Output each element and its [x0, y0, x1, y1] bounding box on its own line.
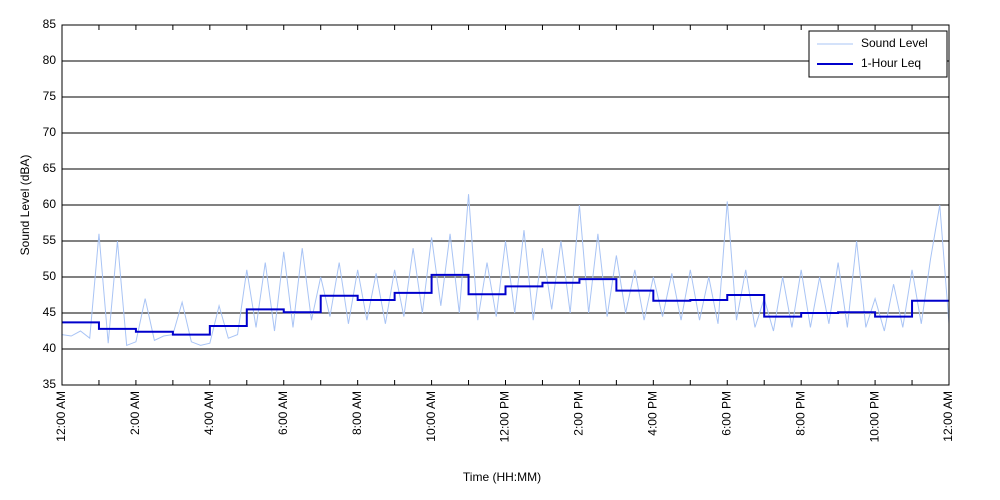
x-tick-label: 12:00 PM — [498, 391, 512, 442]
x-tick-label: 2:00 PM — [572, 391, 586, 436]
x-tick-label: 6:00 PM — [719, 391, 733, 436]
legend-label: Sound Level — [861, 36, 928, 50]
y-tick-label: 60 — [43, 197, 57, 211]
data-line — [61, 194, 950, 347]
x-tick-label: 2:00 AM — [128, 391, 142, 435]
y-axis-label: Sound Level (dBA) — [18, 155, 32, 256]
y-tick-label: 55 — [43, 233, 57, 247]
x-tick-label: 4:00 PM — [646, 391, 660, 436]
x-tick-label: 12:00 AM — [54, 391, 68, 442]
x-tick-label: 10:00 PM — [867, 391, 881, 442]
y-tick-label: 65 — [43, 161, 57, 175]
y-tick-label: 35 — [43, 377, 57, 391]
x-tick-label: 12:00 AM — [941, 391, 955, 442]
legend-box — [808, 30, 948, 78]
y-tick-label: 50 — [43, 269, 57, 283]
x-axis-label: Time (HH:MM) — [463, 470, 541, 484]
plot-frame — [61, 24, 950, 386]
y-tick-label: 80 — [43, 53, 57, 67]
y-tick-label: 70 — [43, 125, 57, 139]
y-tick-label: 75 — [43, 89, 57, 103]
x-tick-label: 8:00 AM — [350, 391, 364, 435]
x-tick-label: 10:00 AM — [424, 391, 438, 442]
x-tick-label: 8:00 PM — [793, 391, 807, 436]
x-tick-label: 6:00 AM — [276, 391, 290, 435]
data-line — [62, 273, 949, 336]
y-tick-label: 40 — [43, 341, 57, 355]
legend-label: 1-Hour Leq — [861, 56, 921, 70]
x-tick-label: 4:00 AM — [202, 391, 216, 435]
y-tick-label: 45 — [43, 305, 57, 319]
y-tick-label: 85 — [43, 17, 57, 31]
